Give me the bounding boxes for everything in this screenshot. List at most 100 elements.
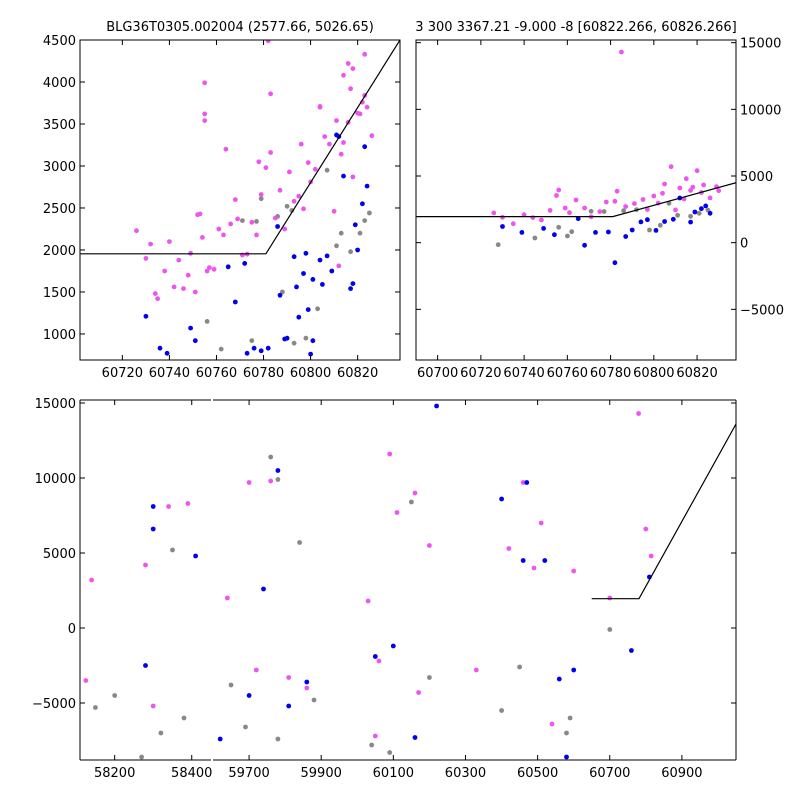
data-point	[564, 730, 569, 736]
data-point	[310, 338, 316, 344]
data-point	[364, 183, 370, 189]
data-point	[668, 164, 674, 170]
data-point	[532, 235, 538, 241]
data-point	[491, 210, 497, 216]
data-point	[651, 193, 657, 199]
data-point	[565, 233, 570, 239]
plot-area	[83, 501, 199, 760]
data-point	[197, 211, 203, 217]
data-point	[181, 286, 186, 291]
data-point	[280, 289, 285, 295]
y-tick-label: 3000	[43, 160, 76, 175]
data-point	[362, 218, 368, 224]
data-point	[268, 454, 274, 460]
x-tick-label: 60800	[633, 366, 674, 381]
data-point	[348, 286, 353, 291]
data-point	[193, 553, 199, 559]
data-point	[364, 104, 370, 110]
data-point	[357, 230, 363, 236]
data-point	[517, 664, 522, 670]
data-point	[683, 176, 689, 182]
data-point	[155, 296, 161, 302]
axes-frame	[415, 39, 737, 361]
data-point	[394, 510, 400, 515]
data-point	[225, 264, 231, 270]
data-point	[242, 261, 248, 266]
data-point	[217, 736, 223, 742]
data-point	[235, 216, 241, 222]
x-tick-label: 60740	[503, 366, 544, 381]
data-point	[701, 182, 706, 188]
data-point	[355, 247, 360, 253]
data-point	[143, 562, 148, 568]
data-point	[286, 703, 292, 709]
data-point	[329, 268, 335, 274]
data-point	[506, 546, 512, 551]
data-point	[287, 169, 292, 175]
model-line	[80, 40, 400, 255]
y-tick-label: 5000	[43, 547, 76, 562]
data-point	[677, 185, 683, 191]
y-tick-label: 4000	[43, 76, 76, 91]
data-point	[268, 478, 274, 484]
data-point	[228, 221, 234, 227]
data-point	[291, 254, 297, 260]
data-point	[350, 281, 356, 286]
data-point	[166, 504, 172, 509]
data-point	[304, 685, 310, 691]
data-point	[539, 217, 544, 223]
data-point	[573, 197, 579, 203]
x-tick-label: 60500	[517, 766, 558, 781]
data-point	[324, 167, 330, 173]
data-point	[640, 197, 646, 202]
data-point	[192, 338, 198, 344]
data-point	[305, 160, 311, 166]
data-point	[207, 265, 212, 270]
x-tick-label: 60760	[547, 366, 588, 381]
data-point	[143, 256, 149, 261]
data-point	[258, 196, 264, 202]
data-point	[308, 351, 313, 357]
axes-frame	[79, 39, 401, 361]
x-tick-label: 60740	[149, 366, 190, 381]
data-point	[284, 203, 290, 209]
x-tick-label: 60300	[445, 766, 486, 781]
y-tick-label: −5000	[32, 697, 76, 712]
data-point	[495, 242, 501, 248]
data-point	[258, 192, 264, 197]
y-tick-label: 4500	[43, 34, 76, 49]
data-point	[350, 66, 356, 71]
data-point	[167, 239, 172, 245]
data-point	[409, 499, 414, 505]
data-point	[134, 228, 139, 234]
data-point	[246, 480, 252, 485]
data-point	[162, 268, 168, 274]
data-point	[223, 146, 229, 152]
data-point	[228, 682, 234, 688]
data-point	[554, 193, 559, 198]
y-tick-label: 15000	[35, 397, 76, 412]
data-point	[164, 350, 170, 356]
data-point	[170, 547, 175, 553]
x-tick-label: 58400	[171, 766, 212, 781]
data-point	[216, 226, 222, 232]
data-point	[547, 208, 553, 213]
data-point	[202, 111, 208, 117]
data-point	[662, 181, 667, 187]
data-point	[277, 292, 283, 298]
x-tick-label: 60700	[589, 766, 630, 781]
data-point	[427, 675, 432, 680]
data-point	[575, 216, 581, 222]
y-tick-label: 0	[68, 622, 76, 637]
data-point	[148, 241, 154, 247]
data-point	[367, 210, 372, 216]
plot-area	[80, 40, 400, 357]
y-tick-label: 15000	[740, 37, 781, 52]
y-tick-label: 1000	[43, 328, 76, 343]
data-point	[254, 219, 259, 224]
data-point	[524, 480, 530, 485]
data-point	[556, 676, 562, 682]
data-point	[499, 708, 504, 713]
data-point	[538, 520, 544, 526]
y-tick-label: 3500	[43, 118, 76, 133]
